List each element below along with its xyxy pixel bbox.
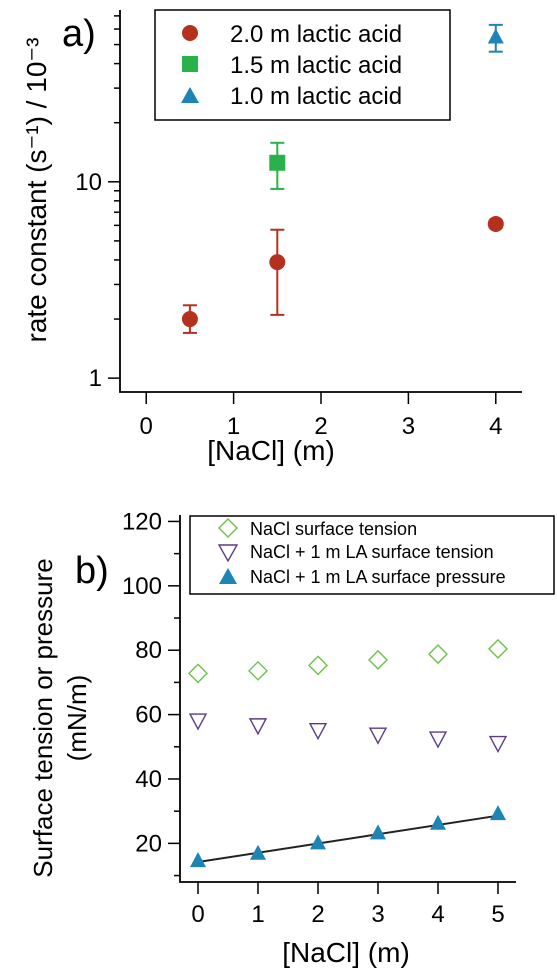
y-tick-label: 60	[135, 702, 162, 729]
data-point	[248, 718, 268, 736]
panel-b-legend-label-1: NaCl surface tension	[250, 519, 417, 539]
data-point	[190, 852, 206, 868]
y-tick-label: 120	[122, 508, 162, 535]
panel-b-axes	[179, 515, 516, 883]
y-tick-label: 40	[135, 766, 162, 793]
data-point	[488, 735, 508, 754]
x-tick-label: 4	[489, 413, 502, 440]
x-tick-label: 4	[431, 901, 444, 928]
x-tick-label: 3	[371, 901, 384, 928]
y-tick-label: 100	[122, 573, 162, 600]
data-point	[368, 649, 388, 670]
panel-b-legend-label-2: NaCl + 1 m LA surface tension	[250, 542, 494, 562]
panel-a-y-axis-label: rate constant (s⁻¹) / 10⁻³	[21, 38, 52, 343]
panel-a-legend-label-2: 1.5 m lactic acid	[230, 52, 402, 79]
data-point	[269, 254, 286, 271]
panel-a-plot-area: 0 1 2 3 4 1 10	[75, 10, 522, 440]
legend-triangle-up-marker	[219, 568, 237, 584]
y-tick-label: 80	[135, 637, 162, 664]
data-point	[310, 834, 326, 850]
data-point	[368, 727, 388, 745]
panel-a-axes	[119, 10, 522, 393]
data-point	[188, 663, 208, 684]
data-point	[428, 731, 448, 749]
panel-b-y-axis-label: Surface tension or pressure (mN/m)	[28, 558, 92, 877]
panel-b-legend-label-3: NaCl + 1 m LA surface pressure	[250, 567, 506, 587]
panel-b-legend: NaCl surface tension NaCl + 1 m LA surfa…	[189, 515, 555, 595]
data-point	[370, 824, 386, 840]
panel-b: b) Surface tension or pressure (mN/m) [N…	[28, 508, 555, 968]
panel-a-legend-box	[154, 9, 451, 121]
legend-square-marker	[182, 56, 198, 72]
data-point	[181, 311, 198, 328]
panel-a-legend: 2.0 m lactic acid 1.5 m lactic acid 1.0 …	[154, 9, 451, 121]
legend-circle-marker	[182, 25, 198, 41]
data-point	[487, 28, 504, 44]
x-tick-label: 2	[314, 413, 327, 440]
legend-triangle-down-marker	[217, 544, 239, 563]
panel-a-legend-label-1: 2.0 m lactic acid	[230, 21, 402, 48]
x-tick-label: 0	[191, 901, 204, 928]
data-point	[488, 638, 508, 659]
y-tick-label: 20	[135, 830, 162, 857]
data-point	[248, 660, 268, 681]
panel-a: a) rate constant (s⁻¹) / 10⁻³ [NaCl] (m)…	[21, 9, 522, 466]
y-tick-label: 1	[89, 365, 102, 392]
y-tick-label: 10	[75, 169, 102, 196]
panel-b-x-axis-label: [NaCl] (m)	[282, 937, 410, 968]
data-point	[188, 713, 208, 731]
fit-line	[197, 814, 499, 864]
x-tick-label: 0	[140, 413, 153, 440]
panel-a-x-axis-label: [NaCl] (m)	[207, 435, 335, 466]
data-point	[490, 805, 506, 821]
data-point	[428, 644, 448, 665]
x-tick-label: 2	[311, 901, 324, 928]
data-point	[487, 215, 504, 232]
panel-a-label: a)	[62, 13, 96, 55]
x-tick-label: 3	[402, 413, 415, 440]
panel-b-plot-area: 0 1 2 3 4 5 20 40 60 80 100 120	[122, 508, 516, 928]
x-tick-label: 1	[251, 901, 264, 928]
panel-b-label: b)	[75, 550, 109, 592]
legend-triangle-marker	[181, 87, 199, 103]
panel-b-y-axis-label-line-2: (mN/m)	[62, 675, 92, 762]
data-point	[430, 814, 446, 830]
x-tick-label: 1	[227, 413, 240, 440]
data-point	[308, 722, 328, 741]
x-tick-label: 5	[491, 901, 504, 928]
data-point	[250, 844, 266, 860]
data-point	[308, 655, 328, 676]
legend-diamond-marker	[218, 518, 238, 538]
data-point	[269, 154, 286, 171]
panel-b-y-axis-label-line-1: Surface tension or pressure	[28, 558, 58, 877]
panel-b-legend-box	[189, 515, 555, 595]
panel-a-legend-label-3: 1.0 m lactic acid	[230, 83, 402, 110]
